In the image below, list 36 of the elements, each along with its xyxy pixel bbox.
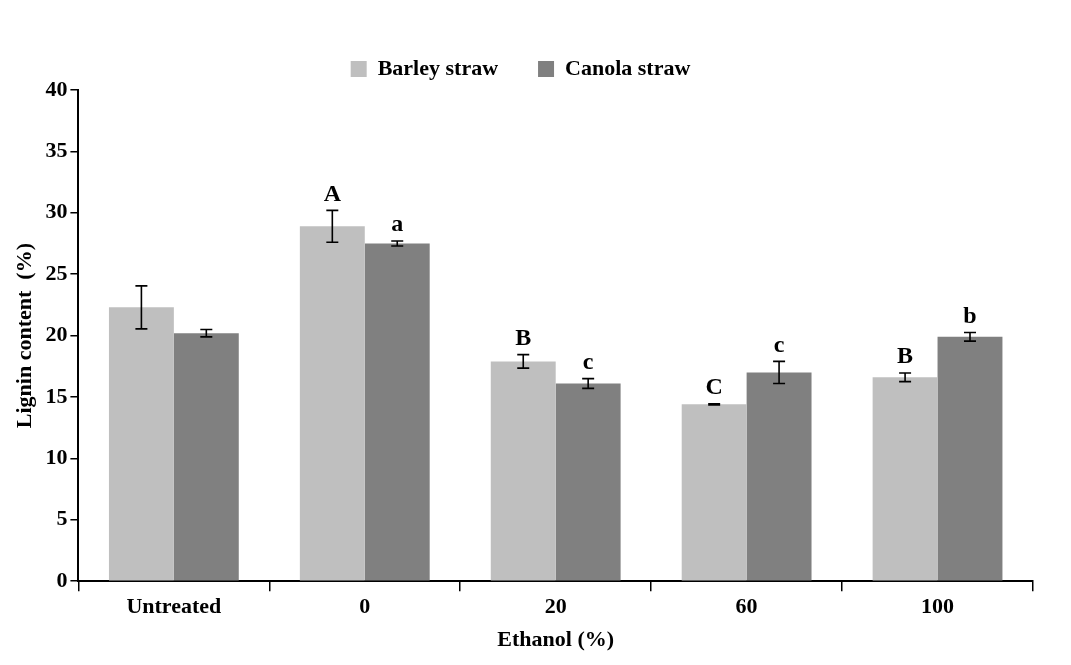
bar	[872, 377, 938, 581]
x-tick-label: 60	[735, 593, 758, 619]
y-tick-label: 10	[45, 444, 68, 470]
annotation: c	[582, 347, 594, 374]
y-tick-label: 0	[56, 566, 68, 592]
x-axis-title: Ethanol (%)	[497, 626, 615, 652]
legend-label: Barley straw	[377, 54, 499, 80]
bar	[173, 333, 239, 581]
y-tick-label: 30	[45, 198, 68, 224]
annotation: A	[323, 179, 342, 206]
bar	[746, 372, 812, 581]
bar	[937, 336, 1003, 581]
bar	[108, 307, 174, 581]
y-axis-title: Lignin content (%)	[10, 243, 36, 429]
bar	[681, 404, 747, 581]
x-tick-label: Untreated	[126, 593, 222, 619]
bar	[364, 243, 430, 581]
annotation: a	[391, 210, 404, 237]
legend-label: Canola straw	[565, 54, 691, 80]
annotation: B	[897, 342, 914, 369]
annotation: b	[963, 301, 977, 328]
x-tick-label: 0	[359, 593, 371, 619]
y-tick-label: 15	[45, 382, 68, 408]
x-tick-label: 100	[921, 593, 955, 619]
bar	[299, 226, 365, 581]
x-tick-label: 20	[544, 593, 567, 619]
y-tick-label: 35	[45, 137, 68, 163]
bar	[490, 361, 556, 581]
bar	[555, 383, 621, 581]
y-tick-label: 25	[45, 259, 68, 285]
y-tick-label: 40	[45, 75, 68, 101]
annotation: C	[705, 372, 723, 399]
annotation: c	[773, 330, 785, 357]
y-tick-label: 5	[56, 505, 68, 531]
annotation: B	[515, 323, 532, 350]
y-tick-label: 20	[45, 321, 68, 347]
